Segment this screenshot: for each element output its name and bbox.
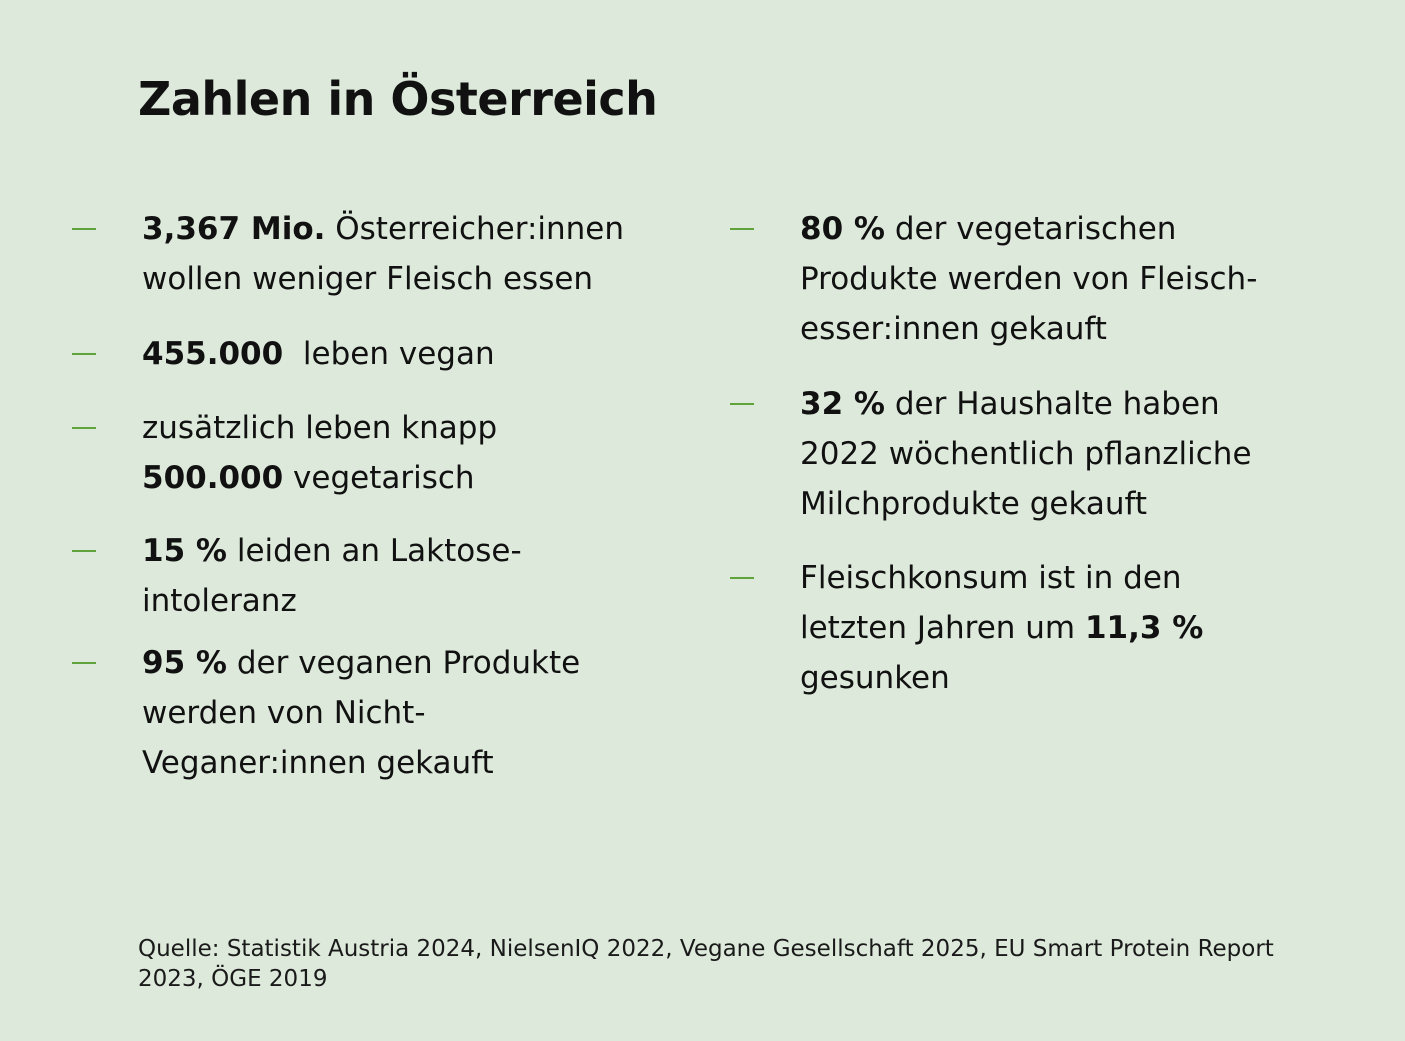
fact-text: leben vegan xyxy=(283,336,495,372)
fact-text: der vegetarischen xyxy=(885,211,1177,247)
fact-text: esser:innen gekauft xyxy=(800,311,1107,347)
fact-text: Fleischkonsum ist in den xyxy=(800,560,1182,596)
fact-text: intoleranz xyxy=(142,583,297,619)
dash-icon xyxy=(72,427,96,429)
fact-text: Milchprodukte gekauft xyxy=(800,486,1148,522)
fact-text: vegetarisch xyxy=(283,460,475,496)
source-note: Quelle: Statistik Austria 2024, NielsenI… xyxy=(138,936,1274,992)
fact-text: Österreicher:innen xyxy=(325,211,625,247)
fact-figure: 32 % xyxy=(800,386,885,422)
page-title: Zahlen in Österreich xyxy=(138,72,658,126)
fact-item-vegetarian: zusätzlich leben knapp 500.000 vegetaris… xyxy=(72,403,497,503)
fact-text: letzten Jahren um xyxy=(800,610,1085,646)
fact-figure: 11,3 % xyxy=(1084,610,1204,646)
fact-text: gesunken xyxy=(800,660,950,696)
dash-icon xyxy=(72,228,96,230)
fact-text: leiden an Laktose- xyxy=(227,533,522,569)
fact-figure: 80 % xyxy=(800,211,885,247)
fact-figure: 455.000 xyxy=(142,336,284,372)
fact-item-vegan-products: 95 % der veganen Produkte werden von Nic… xyxy=(72,638,580,788)
fact-text: der Haushalte haben xyxy=(885,386,1220,422)
dash-icon xyxy=(730,403,754,405)
fact-text: werden von Nicht- xyxy=(142,695,426,731)
fact-text: zusätzlich leben knapp xyxy=(142,410,498,446)
fact-text: Veganer:innen gekauft xyxy=(142,745,494,781)
fact-text: Produkte werden von Fleisch- xyxy=(800,261,1258,297)
fact-figure: 3,367 Mio. xyxy=(142,211,326,247)
dash-icon xyxy=(730,228,754,230)
fact-item-vegetarian-products: 80 % der vegetarischen Produkte werden v… xyxy=(730,204,1257,354)
dash-icon xyxy=(72,662,96,664)
fact-item-want-less-meat: 3,367 Mio. Österreicher:innen wollen wen… xyxy=(72,204,624,304)
dash-icon xyxy=(730,577,754,579)
fact-text: 2022 wöchentlich pflanzliche xyxy=(800,436,1252,472)
fact-figure: 95 % xyxy=(142,645,227,681)
fact-item-meat-consumption: Fleischkonsum ist in den letzten Jahren … xyxy=(730,553,1203,703)
fact-item-lactose: 15 % leiden an Laktose- intoleranz xyxy=(72,526,522,626)
fact-item-plant-milk: 32 % der Haushalte haben 2022 wöchentlic… xyxy=(730,379,1252,529)
fact-item-vegan: 455.000 leben vegan xyxy=(72,329,495,379)
fact-figure: 15 % xyxy=(142,533,227,569)
fact-text: der veganen Produkte xyxy=(227,645,581,681)
dash-icon xyxy=(72,550,96,552)
dash-icon xyxy=(72,353,96,355)
fact-text: wollen weniger Fleisch essen xyxy=(142,261,594,297)
fact-figure: 500.000 xyxy=(142,460,284,496)
